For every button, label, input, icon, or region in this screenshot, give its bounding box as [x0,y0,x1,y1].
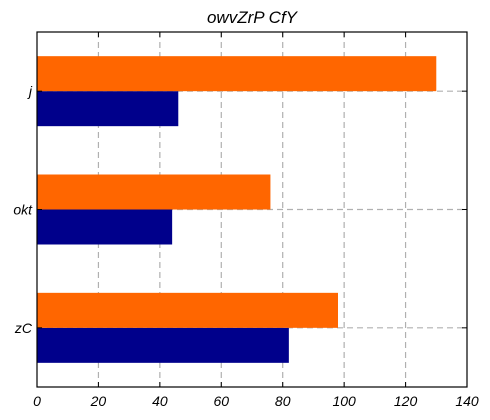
bar-series-1-okt [37,209,173,245]
chart-title: owvZrP CfY [207,8,299,27]
y-axis: zC okt j [13,83,467,336]
x-tick-label-2: 40 [152,393,168,409]
x-tick-label-4: 80 [275,393,291,409]
x-axis: 0 20 40 60 80 100 120 140 [33,32,479,409]
bar-series-1-j [37,91,179,127]
x-tick-label-3: 60 [213,393,229,409]
x-tick-label-0: 0 [33,393,41,409]
x-tick-label-1: 20 [90,393,107,409]
bar-series-1-zC [37,327,289,363]
y-tick-label-2: j [27,83,33,99]
x-tick-label-6: 120 [394,393,418,409]
bar-series-2-zC [37,292,338,328]
x-tick-label-7: 140 [455,393,479,409]
bar-series-2-j [37,56,437,92]
bars-layer [37,56,437,363]
bar-series-2-okt [37,174,271,210]
y-tick-label-1: okt [13,202,33,218]
y-tick-label-0: zC [14,320,33,336]
x-tick-label-5: 100 [332,393,356,409]
